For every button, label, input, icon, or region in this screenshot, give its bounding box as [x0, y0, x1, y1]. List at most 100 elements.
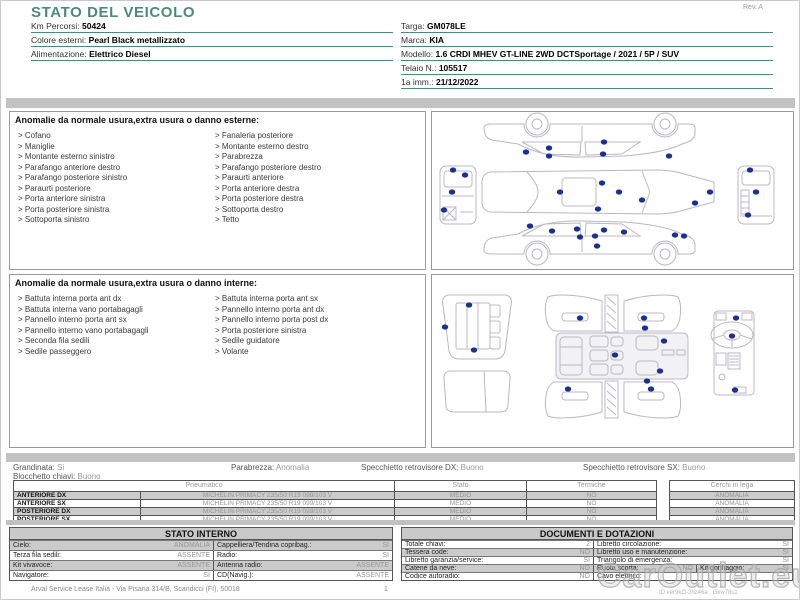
- anomaly-item: > Battuta interna vano portabagagli: [18, 304, 143, 314]
- tire-row: POSTERIORE SX MICHELIN PRIMACY 235/50 R1…: [14, 515, 656, 523]
- car-left-side-view: [483, 220, 696, 266]
- field-value: Elettrico Diesel: [89, 49, 151, 59]
- status-blocchetto-chiavi: Blocchetto chiavi: Buono: [13, 472, 101, 481]
- anomaly-item: > Paraurti anteriore: [215, 173, 284, 182]
- table-row: Cielo: ANOMALIA Cappelliera/Tendina copri…: [10, 540, 392, 550]
- page-title: STATO DEL VEICOLO: [31, 4, 196, 21]
- anomaly-item: > Pannello interno porta post dx: [215, 315, 329, 324]
- documenti-title: DOCUMENTI E DOTAZIONI: [402, 528, 792, 540]
- field-label: Telaio N.:: [401, 63, 437, 73]
- table-row: Navigatore: SI CD(Navig.): ASSENTE: [10, 570, 392, 580]
- exterior-diagram-box: [431, 111, 794, 270]
- alloy-wheels-table: Cerchi in lega ANOMALIA ANOMALIA ANOMALI…: [669, 480, 795, 524]
- interior-anomalies-title: Anomalie da normale usura,extra usura o …: [15, 278, 258, 288]
- tire-col-termiche: Termiche: [526, 481, 656, 491]
- field-marca: Marca: KIA: [401, 33, 773, 47]
- anomaly-item: > Maniglie: [18, 141, 55, 151]
- field-label: Alimentazione:: [31, 49, 87, 59]
- anomaly-item: > Paraurti posteriore: [18, 183, 91, 193]
- table-row: Codice autoradio: NO Cavo elettrico:: [402, 572, 792, 580]
- field-km: Km Percorsi: 50424: [31, 19, 393, 33]
- vehicle-info-left: Km Percorsi: 50424 Colore esterni: Pearl…: [31, 19, 393, 61]
- stato-interno-title: STATO INTERNO: [10, 528, 392, 540]
- field-colore: Colore esterni: Pearl Black metallizzato: [31, 33, 393, 47]
- status-specchietto-dx: Specchietto retrovisore DX: Buono: [361, 463, 484, 472]
- anomaly-item: > Pannello interno vano portabagagli: [18, 325, 149, 335]
- anomaly-item: > Volante: [215, 346, 249, 356]
- tire-col-pneumatico: Pneumatico: [185, 482, 223, 489]
- cabin-plan-view: [544, 294, 682, 419]
- tire-row: ANTERIORE DX MICHELIN PRIMACY 235/50 R19…: [14, 491, 656, 499]
- tire-col-cerchi: Cerchi in lega: [710, 482, 754, 489]
- alloy-row: ANOMALIA: [670, 499, 794, 507]
- anomaly-item: > Sedile guidatore: [215, 336, 280, 345]
- field-label: Marca:: [401, 35, 427, 45]
- anomaly-item: > Parafango posteriore sinistro: [18, 173, 128, 182]
- field-label: Km Percorsi:: [31, 21, 80, 31]
- anomaly-item: > Seconda fila sedili: [18, 336, 90, 345]
- field-targa: Targa: GM078LE: [401, 19, 773, 33]
- status-grandinata: Grandinata: Si: [13, 463, 65, 472]
- interior-anomalies-col1: > Battuta interna porta ant dx > Battuta…: [18, 294, 210, 357]
- anomaly-item: > Montante esterno sinistro: [18, 152, 115, 161]
- field-value: 21/12/2022: [435, 77, 479, 87]
- exterior-anomalies-title: Anomalie da normale usura,extra usura o …: [15, 115, 260, 125]
- section-divider-band: [6, 520, 795, 525]
- field-label: Colore esterni:: [31, 35, 87, 45]
- anomaly-item: > Fanaleria posteriore: [215, 131, 294, 140]
- trunk-view: [442, 294, 512, 360]
- vehicle-info-right: Targa: GM078LE Marca: KIA Modello: 1.6 C…: [401, 19, 773, 89]
- alloy-row: ANOMALIA: [670, 515, 794, 523]
- anomaly-item: > Sottoporta destro: [215, 204, 284, 214]
- exterior-car-diagram: [439, 112, 775, 266]
- rear-window-view: [443, 370, 511, 413]
- anomaly-item: > Porta posteriore sinistra: [18, 204, 110, 214]
- interior-damage-dots: [441, 302, 740, 393]
- section-divider-band: [6, 453, 795, 462]
- table-row: Catene da neve: NO Ruota scorta: NO Kit go…: [402, 564, 792, 572]
- table-row: Kit vivavoce: ASSENTE Antenna radio: ASSEN…: [10, 560, 392, 570]
- cabin-seats: [559, 335, 686, 376]
- alloy-row: ANOMALIA: [670, 507, 794, 515]
- table-row: Totale chiavi: 2 Libretto circolazione: SI: [402, 540, 792, 548]
- field-value: 1.6 CRDI MHEV GT-LINE 2WD DCTSportage / …: [435, 49, 680, 59]
- car-front-view: [439, 165, 477, 225]
- anomaly-item: > Porta anteriore destra: [215, 183, 300, 193]
- field-label: Targa:: [401, 21, 425, 31]
- table-row: Tessera code: NO Libretto uso e manutenzi…: [402, 548, 792, 556]
- stato-interno-table: STATO INTERNO Cielo: ANOMALIA Cappelliera…: [9, 527, 393, 581]
- anomaly-item: > Sottoporta sinistro: [18, 215, 90, 224]
- anomaly-item: > Tetto: [215, 215, 240, 224]
- anomaly-item: > Porta posteriore sinistra: [215, 325, 307, 335]
- dashboard-view: [710, 310, 755, 396]
- car-right-side-view: [483, 112, 696, 158]
- status-parabrezza: Parabrezza: Anomalia: [231, 463, 310, 472]
- cabin-floor: [555, 332, 689, 380]
- interior-anomalies-col2: > Battuta interna porta ant sx > Pannell…: [215, 294, 420, 357]
- field-value: 105517: [438, 63, 468, 73]
- tire-col-stato: Stato: [394, 481, 526, 491]
- tire-table: Pneumatico Stato Termiche ANTERIORE DX M…: [13, 480, 657, 524]
- exterior-damage-dots: [440, 139, 760, 249]
- status-specchietto-sx: Specchietto retrovisore SX: Buono: [583, 463, 706, 472]
- table-row: Libretto garanzia/service: SI Triangolo d…: [402, 556, 792, 564]
- field-label: Modello:: [401, 49, 434, 59]
- anomaly-item: > Sedile passeggero: [18, 346, 92, 356]
- exterior-anomalies-box: Anomalie da normale usura,extra usura o …: [9, 111, 426, 270]
- anomaly-item: > Pannello interno porta ant sx: [18, 315, 127, 324]
- tire-row: POSTERIORE DX MICHELIN PRIMACY 235/50 R1…: [14, 507, 656, 515]
- interior-diagram-box: [431, 274, 794, 448]
- car-rear-view: [737, 165, 775, 225]
- anomaly-item: > Porta anteriore sinistra: [18, 194, 106, 203]
- anomaly-item: > Parafango anteriore destro: [18, 162, 121, 172]
- field-value: GM078LE: [427, 21, 466, 31]
- footer-company: Arval Service Lease Italia - Via Pisana …: [31, 586, 240, 593]
- anomaly-item: > Battuta interna porta ant dx: [18, 294, 122, 303]
- interior-anomalies-box: Anomalie da normale usura,extra usura o …: [9, 274, 426, 448]
- anomaly-item: > Cofano: [18, 131, 51, 140]
- footer-page-number: 1: [384, 586, 388, 593]
- field-modello: Modello: 1.6 CRDI MHEV GT-LINE 2WD DCTSp…: [401, 47, 773, 61]
- anomaly-item: > Battuta interna porta ant sx: [215, 294, 318, 303]
- field-alimentazione: Alimentazione: Elettrico Diesel: [31, 47, 393, 61]
